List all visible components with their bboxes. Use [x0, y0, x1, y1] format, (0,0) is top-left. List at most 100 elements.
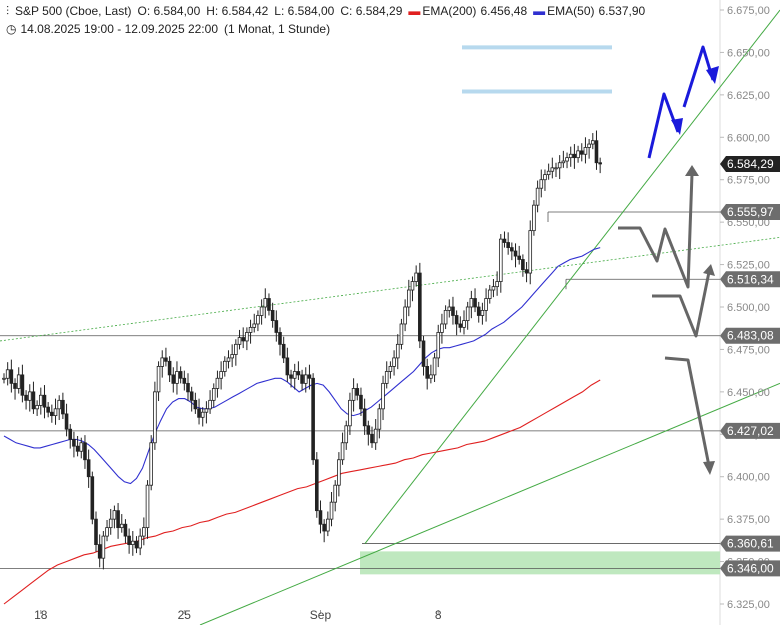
candle-body	[303, 374, 308, 384]
candle-body	[108, 518, 113, 529]
candle-body	[535, 187, 540, 206]
x-tick-label: 8	[435, 608, 442, 622]
candle-body	[237, 337, 242, 345]
candle-body	[443, 309, 448, 325]
candle-body	[532, 204, 536, 232]
candle-body	[576, 150, 580, 159]
candle-body	[90, 476, 95, 520]
candle-body	[480, 309, 485, 316]
candle-body	[351, 388, 356, 401]
clock-icon: ◷	[6, 22, 17, 36]
candle-body	[245, 332, 249, 342]
y-tick-label: 6.625,00	[727, 90, 770, 102]
trendline-steep	[364, 9, 780, 544]
candle-body	[145, 484, 150, 529]
candle-body	[506, 242, 510, 249]
candle-body	[355, 388, 360, 396]
candle-body	[182, 377, 187, 384]
forecast-blue-head-1	[671, 118, 683, 135]
forecast-blue-arrow-1	[647, 92, 680, 159]
candle-body	[31, 391, 36, 410]
forecast-gray-head-1	[685, 165, 699, 176]
candle-body	[454, 315, 459, 325]
candle-body	[491, 286, 496, 291]
candle-body	[230, 354, 234, 359]
candle-body	[274, 320, 279, 333]
candle-body	[289, 374, 293, 379]
candle-body	[528, 230, 533, 274]
candle-body	[473, 298, 477, 308]
forecast-blue-arrow-2	[682, 45, 715, 108]
candle-body	[134, 540, 139, 549]
candle-body	[502, 238, 507, 243]
candle-body	[495, 281, 499, 288]
candle-body	[64, 413, 69, 430]
candle-body	[123, 523, 128, 537]
candle-body	[300, 374, 304, 384]
candle-body	[432, 357, 437, 376]
candle-body	[13, 382, 17, 389]
candle-body	[153, 391, 157, 444]
level-tag	[720, 560, 780, 577]
candle-body	[267, 298, 271, 311]
candle-body	[406, 289, 411, 308]
candle-body	[2, 377, 6, 380]
chart-type-icon[interactable]: ⫶	[6, 4, 10, 18]
ema50-value: 6.537,90	[598, 4, 646, 18]
candle-body	[16, 374, 21, 389]
candle-body	[193, 399, 198, 410]
candle-body	[469, 298, 474, 308]
candle-body	[101, 535, 106, 559]
candle-body	[35, 405, 39, 410]
candle-body	[594, 140, 599, 164]
ema200-legend[interactable]: ▬ EMA(200) 6.456,48	[408, 4, 528, 18]
candle-body	[359, 394, 363, 410]
candle-body	[259, 306, 264, 316]
candle-body	[292, 371, 297, 379]
candle-body	[399, 323, 404, 345]
candle-body	[421, 340, 426, 367]
x-tick-label: Sep	[310, 608, 332, 622]
level-tag	[720, 204, 780, 221]
levels-layer	[0, 211, 720, 569]
support-zone	[360, 551, 720, 575]
candle-body	[171, 374, 176, 384]
time-axis: 18 25 Sep 8	[34, 608, 442, 622]
y-tick-label: 6.650,00	[727, 47, 770, 59]
candle-body	[311, 377, 315, 461]
candle-body	[392, 357, 396, 367]
candle-body	[447, 306, 452, 311]
candle-body	[215, 377, 220, 389]
candle-body	[53, 408, 58, 417]
level-tag-label: 6.360,61	[727, 537, 774, 551]
candle-body	[39, 394, 43, 406]
ema200-label: EMA(200)	[422, 4, 477, 18]
candle-body	[241, 337, 246, 342]
y-tick-label: 6.550,00	[727, 217, 770, 229]
candle-body	[219, 371, 223, 379]
candle-body	[568, 153, 573, 159]
high-value: H: 6.584,42	[206, 4, 269, 18]
candles-layer	[2, 130, 602, 570]
candle-body	[517, 255, 521, 260]
candle-body	[75, 445, 80, 452]
chart-header-line-2: ◷ 14.08.2025 19:00 - 12.09.2025 22:00 (1 M…	[6, 22, 336, 36]
candle-body	[370, 433, 374, 444]
candle-body	[333, 484, 337, 503]
ema50-legend[interactable]: ▬ EMA(50) 6.537,90	[533, 4, 646, 18]
candle-body	[521, 259, 525, 271]
candle-body	[414, 272, 418, 282]
level-tag-label: 6.483,08	[727, 329, 774, 343]
y-tick-label: 6.675,00	[727, 5, 770, 17]
candle-body	[138, 535, 142, 549]
candle-body	[329, 501, 334, 520]
y-tick-label: 6.400,00	[727, 472, 770, 484]
candle-body	[524, 269, 529, 274]
candle-body	[373, 428, 378, 444]
candle-body	[440, 323, 444, 333]
candle-body	[362, 408, 367, 427]
candle-body	[381, 382, 385, 410]
candle-body	[583, 147, 588, 155]
y-tick-label: 6.600,00	[727, 132, 770, 144]
